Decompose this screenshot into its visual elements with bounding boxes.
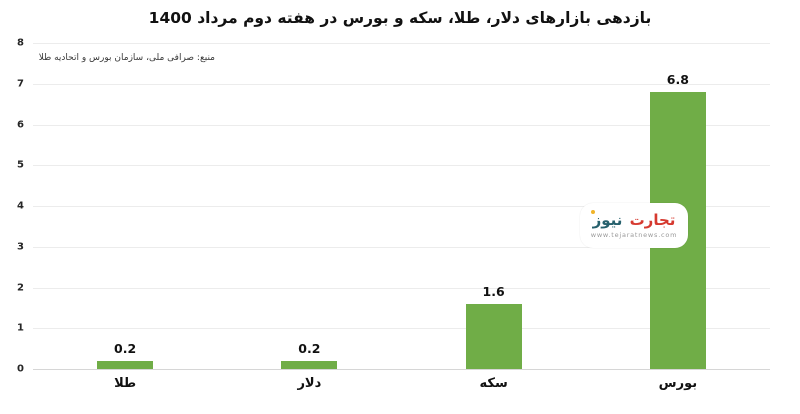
gridline — [33, 287, 770, 289]
bar-value-label: 6.8 — [666, 71, 689, 87]
chart-title: بازدهی بازارهای دلار، طلا، سکه و بورس در… — [148, 9, 652, 27]
gridline — [33, 165, 770, 167]
bar-2 — [465, 303, 522, 369]
bar-1 — [281, 360, 338, 369]
gridline — [33, 43, 770, 44]
y-axis-tick-label: 6 — [17, 119, 24, 130]
bar-value-label: 0.2 — [114, 340, 137, 356]
gridline — [33, 328, 770, 330]
watermark-logo: تجارت نیوز — [590, 209, 676, 229]
bar-value-label: 1.6 — [482, 283, 505, 299]
y-axis-tick-label: 1 — [17, 322, 24, 334]
x-axis-category-label: دلار — [297, 376, 322, 391]
gridline — [33, 124, 770, 126]
logo-dot-icon — [590, 209, 595, 214]
x-axis-line — [33, 369, 770, 370]
y-axis-tick-label: 2 — [17, 282, 24, 293]
bar-value-label: 0.2 — [298, 340, 321, 356]
y-axis-tick-label: 5 — [17, 159, 24, 171]
bar-0 — [97, 360, 154, 369]
logo-text-news: نیوز — [592, 210, 623, 229]
gridline — [33, 206, 770, 207]
y-axis-tick-label: 0 — [17, 363, 24, 375]
logo-text-tejarat: تجارت — [629, 210, 676, 229]
watermark-url: www.tejaratnews.com — [590, 230, 678, 239]
y-axis-tick-label: 7 — [17, 78, 24, 90]
x-axis-category-label: سکه — [479, 376, 508, 391]
watermark: تجارت نیوز www.tejaratnews.com — [580, 203, 688, 248]
x-axis-category-label: بورس — [658, 376, 698, 391]
x-axis-category-label: طلا — [114, 376, 137, 391]
y-axis-tick-label: 4 — [17, 200, 24, 212]
y-axis-tick-label: 8 — [17, 37, 24, 49]
gridline — [33, 83, 770, 85]
gridline — [33, 246, 770, 248]
source-note: منبع: صرافی ملی، سازمان بورس و اتحادیه ط… — [38, 53, 215, 63]
y-axis-tick-label: 3 — [17, 241, 24, 253]
